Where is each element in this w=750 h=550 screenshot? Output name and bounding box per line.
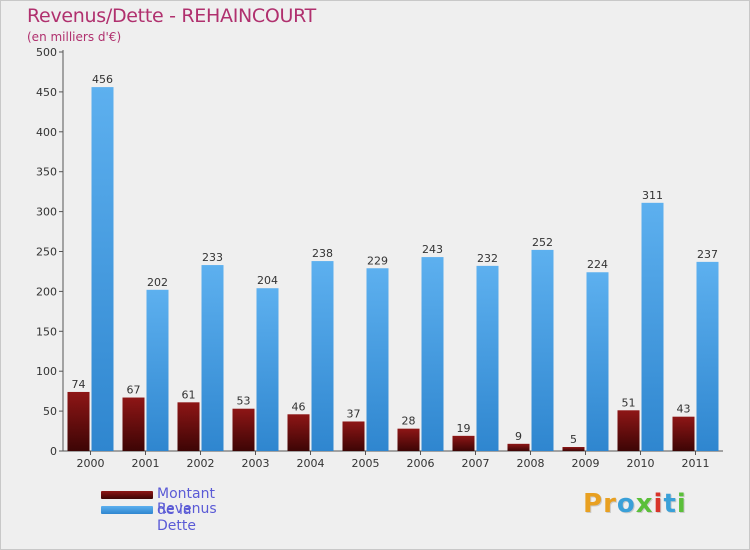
data-label-debt-2000: 74 [72,378,86,391]
data-label-revenue-2008: 252 [532,236,553,249]
legend-item-debt: Montant de la Dette [101,486,215,534]
bar-revenue-2006 [421,257,444,451]
bar-debt-2011 [672,416,695,451]
x-tick-label-2011: 2011 [682,457,710,470]
bar-revenue-2003 [256,288,279,451]
legend: Montant de la Dette Revenus [101,486,217,534]
data-label-revenue-2010: 311 [642,189,663,202]
bar-debt-2009 [562,447,585,451]
data-label-revenue-2001: 202 [147,276,168,289]
data-label-revenue-2009: 224 [587,258,608,271]
bar-revenue-2008 [531,249,554,451]
x-tick-label-2008: 2008 [517,457,545,470]
bar-revenue-2010 [641,202,664,451]
data-label-revenue-2004: 238 [312,247,333,260]
data-label-revenue-2007: 232 [477,252,498,265]
x-tick-label-2003: 2003 [242,457,270,470]
x-tick-label-2005: 2005 [352,457,380,470]
bar-revenue-2004 [311,261,334,451]
legend-item-revenue: Revenus [101,501,217,517]
data-label-debt-2005: 37 [347,407,361,420]
data-label-debt-2011: 43 [677,403,691,416]
axes [62,50,723,452]
bar-debt-2007 [452,435,475,451]
x-tick-label-2009: 2009 [572,457,600,470]
legend-swatch-debt [101,490,153,499]
x-tick-label-2007: 2007 [462,457,490,470]
bar-revenue-2011 [696,261,719,451]
bar-revenue-2005 [366,268,389,451]
y-tick-label: 500 [36,46,57,59]
y-tick-label: 300 [36,206,57,219]
logo-letter: t [663,489,677,519]
chart-subtitle: (en milliers d'€) [27,30,122,44]
data-label-debt-2008: 9 [515,430,522,443]
logo-letter: x [635,489,654,519]
bar-debt-2008 [507,443,530,451]
y-tick-label: 450 [36,86,57,99]
bar-revenue-2001 [146,289,169,451]
proxiti-logo: Proxiti [583,489,687,519]
logo-letter: i [676,489,687,519]
legend-swatch-revenue [101,505,153,514]
bar-debt-2001 [122,397,145,451]
bar-debt-2005 [342,421,365,451]
bars: 74 456 67 202 61 233 53 204 46 238 37 229 28 243 19 232… [67,73,719,451]
y-tick-label: 350 [36,166,57,179]
x-tick-label-2002: 2002 [187,457,215,470]
bar-debt-2010 [617,410,640,451]
data-label-revenue-2000: 456 [92,73,113,86]
chart-title: Revenus/Dette - REHAINCOURT [27,5,316,27]
data-label-revenue-2006: 243 [422,243,443,256]
x-tick-label-2006: 2006 [407,457,435,470]
data-label-debt-2003: 53 [237,395,251,408]
bar-debt-2006 [397,428,420,451]
y-tick-label: 100 [36,365,57,378]
x-axis-ticks: 2000 2001 2002 2003 2004 2005 2006 2007 2008 2009… [77,451,710,470]
y-tick-label: 50 [43,405,57,418]
y-tick-label: 150 [36,325,57,338]
bar-revenue-2007 [476,265,499,451]
logo-letter: P [583,489,604,519]
data-label-revenue-2002: 233 [202,251,223,264]
x-tick-label-2004: 2004 [297,457,325,470]
logo-letter: o [616,489,636,519]
data-label-debt-2002: 61 [182,388,196,401]
bar-debt-2002 [177,402,200,451]
bar-debt-2003 [232,408,255,451]
bar-debt-2000 [67,391,90,451]
data-label-debt-2004: 46 [292,400,306,413]
y-axis-ticks: 0 50 100 150 200 250 300 350 400 450 500 [36,46,63,458]
data-label-debt-2001: 67 [127,384,141,397]
data-label-debt-2009: 5 [570,433,577,446]
y-tick-label: 250 [36,246,57,259]
x-tick-label-2000: 2000 [77,457,105,470]
bar-revenue-2009 [586,272,609,451]
legend-label-debt: Montant de la Dette [157,486,215,534]
logo-letter: i [653,489,664,519]
bar-revenue-2002 [201,265,224,451]
y-tick-label: 200 [36,285,57,298]
data-label-debt-2007: 19 [457,422,471,435]
y-tick-label: 400 [36,126,57,139]
data-label-debt-2010: 51 [622,396,636,409]
logo-letter: r [603,489,617,519]
x-tick-label-2010: 2010 [627,457,655,470]
data-label-revenue-2005: 229 [367,254,388,267]
x-tick-label-2001: 2001 [132,457,160,470]
data-label-debt-2006: 28 [402,415,416,428]
data-label-revenue-2003: 204 [257,274,278,287]
bar-debt-2004 [287,414,310,451]
data-label-revenue-2011: 237 [697,248,718,261]
y-tick-label: 0 [50,445,57,458]
bar-revenue-2000 [91,87,114,451]
legend-label-revenue: Revenus [157,501,217,517]
